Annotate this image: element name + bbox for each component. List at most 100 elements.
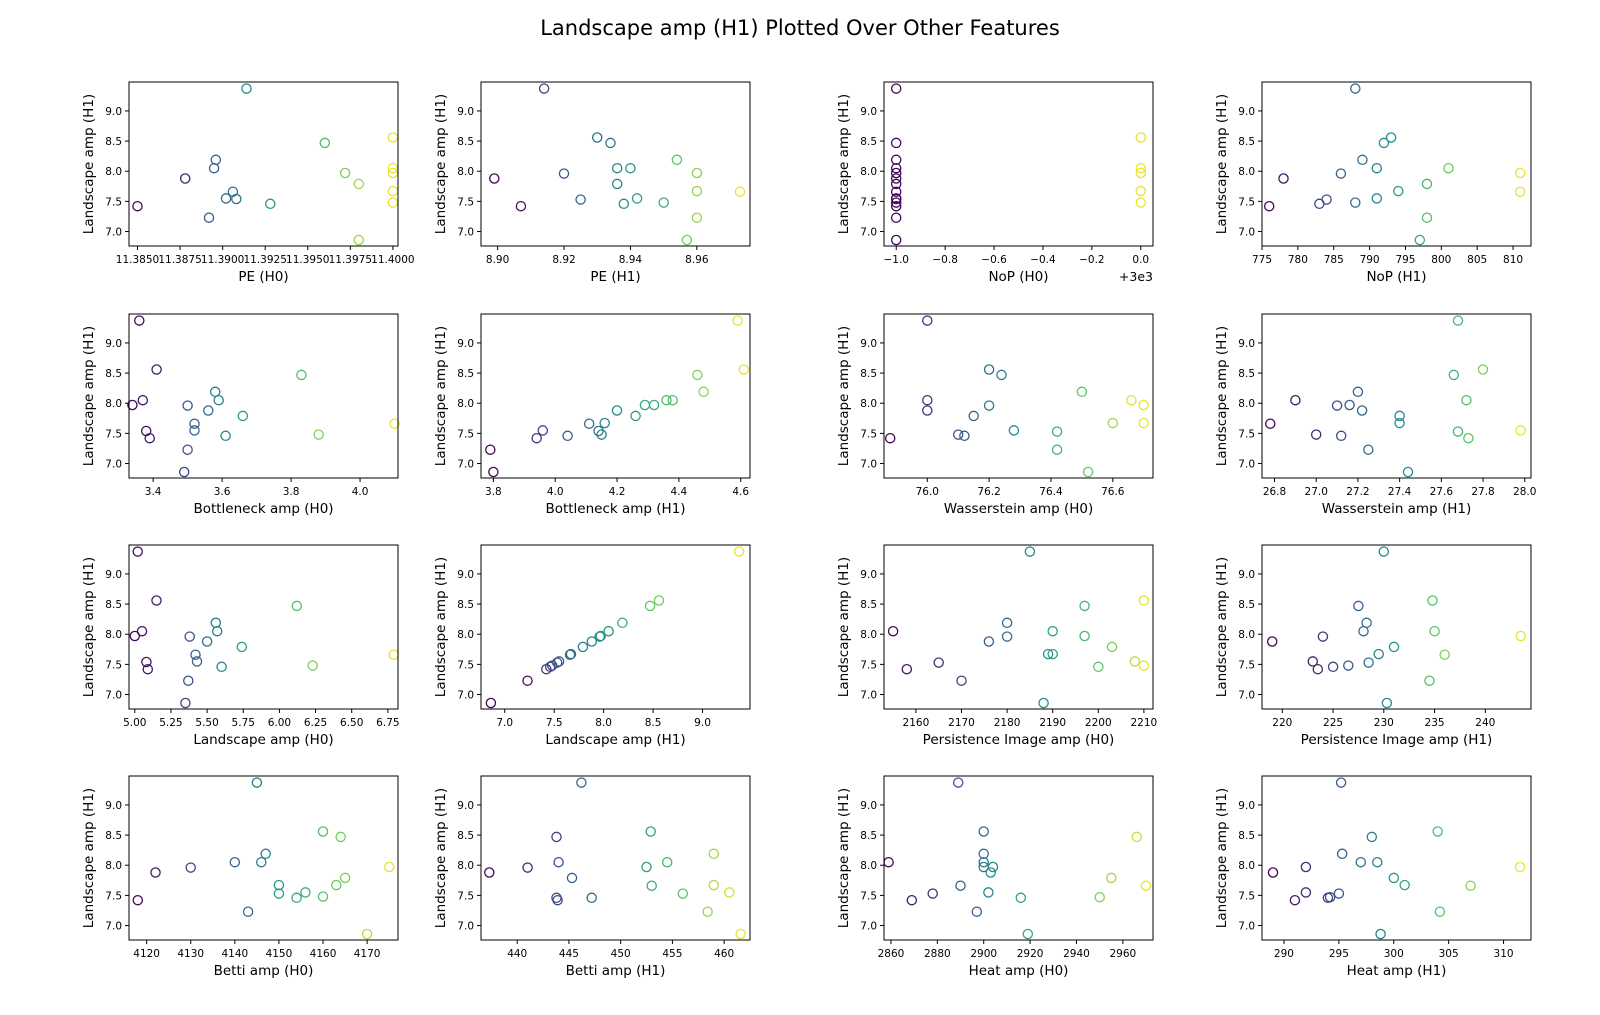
x-tick-label: 4.0 bbox=[547, 486, 564, 498]
data-point bbox=[691, 212, 703, 223]
data-point bbox=[611, 178, 623, 190]
y-tick-label: 9.0 bbox=[860, 569, 877, 581]
data-point bbox=[1371, 193, 1383, 204]
x-tick-label: 2160 bbox=[903, 717, 930, 729]
data-point bbox=[1378, 137, 1390, 149]
data-point bbox=[708, 848, 720, 860]
data-point bbox=[978, 848, 989, 860]
data-point bbox=[1477, 364, 1489, 375]
data-point bbox=[1038, 697, 1049, 709]
data-point bbox=[182, 400, 193, 411]
y-tick-label: 7.0 bbox=[105, 921, 122, 933]
x-tick-label: 4.6 bbox=[732, 486, 749, 498]
data-point bbox=[890, 212, 902, 223]
x-axis-label: NoP (H0) bbox=[988, 269, 1048, 285]
data-point bbox=[484, 867, 495, 878]
y-tick-label: 8.5 bbox=[860, 599, 877, 611]
data-point bbox=[583, 418, 595, 429]
data-point bbox=[933, 657, 944, 668]
y-tick-label: 7.0 bbox=[860, 459, 877, 471]
data-point bbox=[220, 430, 231, 442]
x-tick-label: 27.4 bbox=[1388, 486, 1412, 498]
data-point bbox=[1290, 394, 1301, 406]
y-tick-label: 9.0 bbox=[105, 338, 122, 350]
y-tick-label: 7.5 bbox=[860, 659, 877, 671]
data-point bbox=[1106, 872, 1117, 884]
data-point bbox=[577, 641, 589, 653]
data-point bbox=[353, 234, 365, 246]
data-point bbox=[1452, 315, 1464, 326]
x-tick-label: 445 bbox=[559, 948, 579, 960]
data-point bbox=[1388, 872, 1400, 884]
data-point bbox=[983, 364, 995, 375]
y-axis-label: Landscape amp (H1) bbox=[1214, 94, 1230, 234]
x-tick-label: 4170 bbox=[354, 948, 381, 960]
x-axis-label: Bottleneck amp (H0) bbox=[193, 501, 333, 517]
data-point bbox=[1289, 894, 1301, 906]
data-point bbox=[210, 154, 222, 166]
data-point bbox=[738, 364, 750, 375]
y-tick-label: 7.5 bbox=[105, 659, 122, 671]
data-point bbox=[884, 432, 896, 444]
subplot-15: 2860 2880 2900 2920 2940 2960 7.0 7.5 8.0 8.5 9.0 H… bbox=[836, 775, 1154, 979]
x-tick-label: 4120 bbox=[133, 948, 160, 960]
y-tick-label: 8.0 bbox=[1238, 629, 1255, 641]
data-point bbox=[890, 193, 902, 205]
y-tick-label: 8.5 bbox=[457, 136, 474, 148]
data-point bbox=[551, 831, 562, 843]
data-point bbox=[1138, 660, 1150, 671]
x-tick-label: 220 bbox=[1272, 717, 1292, 729]
y-axis-label: Landscape amp (H1) bbox=[433, 94, 449, 234]
y-tick-label: 8.5 bbox=[860, 830, 877, 842]
data-point bbox=[890, 234, 902, 246]
data-point bbox=[611, 162, 623, 174]
data-point bbox=[1001, 617, 1013, 629]
data-point bbox=[383, 861, 395, 873]
x-axis-label: Wasserstein amp (H1) bbox=[1322, 501, 1471, 517]
data-point bbox=[735, 928, 746, 940]
data-point bbox=[1312, 663, 1324, 675]
data-point bbox=[1394, 410, 1405, 422]
x-tick-label: 2900 bbox=[970, 948, 997, 960]
y-tick-label: 8.0 bbox=[105, 629, 122, 641]
x-axis-label: Heat amp (H1) bbox=[1347, 963, 1447, 979]
data-point bbox=[653, 595, 665, 606]
data-point bbox=[630, 410, 641, 422]
x-tick-label: 2170 bbox=[948, 717, 975, 729]
data-point bbox=[1514, 861, 1526, 873]
data-point bbox=[983, 636, 995, 647]
y-tick-label: 7.0 bbox=[457, 459, 474, 471]
x-tick-label: 775 bbox=[1252, 254, 1272, 266]
y-tick-label: 7.0 bbox=[860, 921, 877, 933]
data-point bbox=[1317, 631, 1329, 642]
data-point bbox=[625, 162, 636, 174]
y-axis-label: Landscape amp (H1) bbox=[836, 94, 852, 234]
data-point bbox=[1082, 466, 1094, 478]
data-point bbox=[1335, 168, 1347, 179]
y-tick-label: 8.0 bbox=[1238, 398, 1255, 410]
data-point bbox=[1363, 657, 1374, 668]
data-point bbox=[639, 399, 651, 411]
data-point bbox=[1024, 546, 1036, 557]
data-point bbox=[1373, 648, 1384, 660]
data-point bbox=[1350, 83, 1361, 94]
data-point bbox=[522, 675, 533, 686]
data-point bbox=[388, 649, 399, 660]
data-point bbox=[1015, 892, 1027, 904]
data-point bbox=[1381, 697, 1393, 709]
data-point bbox=[595, 630, 606, 642]
x-tick-label: 450 bbox=[611, 948, 631, 960]
data-point bbox=[968, 410, 979, 422]
x-tick-label: 810 bbox=[1503, 254, 1523, 266]
x-tick-label: −0.4 bbox=[1030, 254, 1056, 266]
x-tick-label: 300 bbox=[1384, 948, 1404, 960]
data-point bbox=[922, 405, 933, 416]
data-point bbox=[241, 83, 252, 94]
data-point bbox=[1094, 891, 1105, 903]
data-point bbox=[132, 546, 143, 557]
x-tick-label: 790 bbox=[1360, 254, 1380, 266]
y-tick-label: 8.5 bbox=[105, 599, 122, 611]
x-tick-label: 2940 bbox=[1063, 948, 1090, 960]
data-point bbox=[1047, 625, 1058, 637]
y-tick-label: 8.0 bbox=[457, 860, 474, 872]
